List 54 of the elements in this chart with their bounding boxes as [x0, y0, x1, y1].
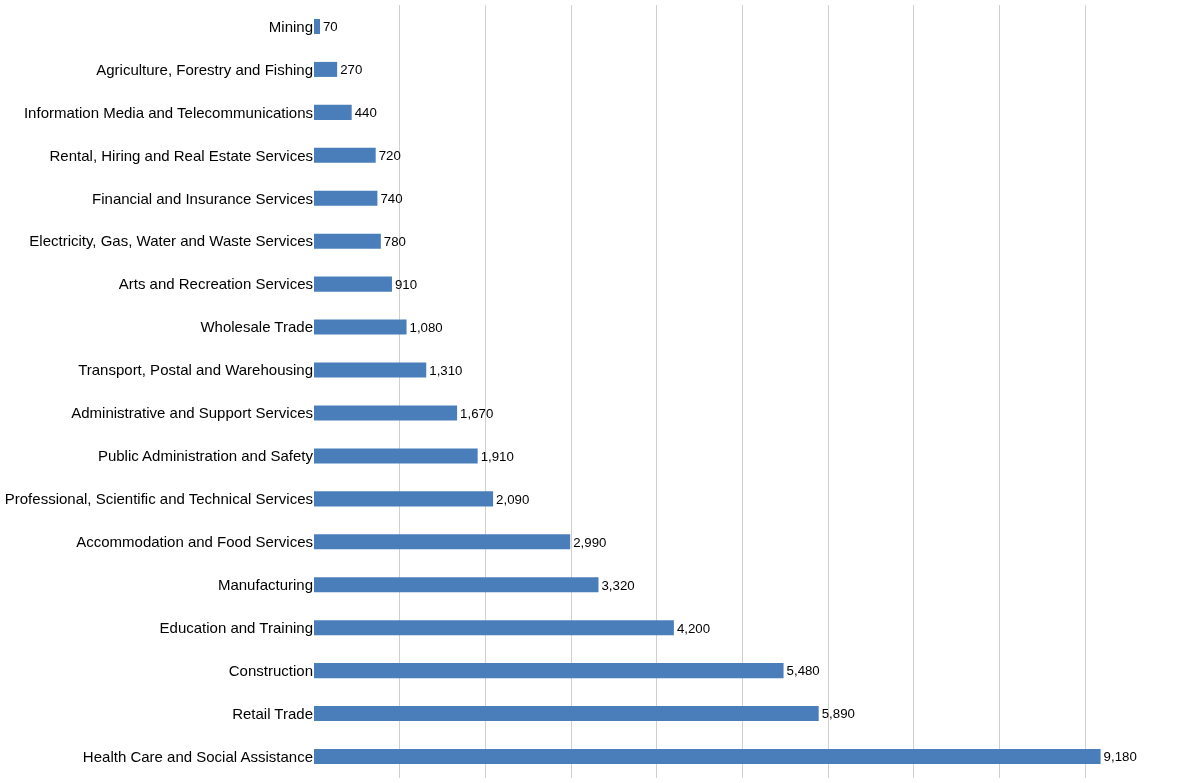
y-tick-label: Manufacturing: [217, 576, 313, 593]
y-tick-label: Professional, Scientific and Technical Services: [4, 490, 313, 508]
y-tick-label: Administrative and Support Services: [71, 404, 313, 422]
data-label: 4,200: [676, 620, 711, 636]
bar: [314, 18, 320, 34]
data-label: 5,890: [821, 706, 855, 722]
data-label: 5,480: [786, 663, 820, 679]
bar: [314, 61, 338, 77]
data-label: 1,670: [460, 405, 494, 421]
y-tick-label: Education and Training: [159, 618, 313, 636]
bar: [314, 706, 819, 722]
bar: [314, 233, 381, 249]
data-label: 740: [380, 191, 403, 207]
y-tick-label: Agriculture, Forestry and Fishing: [96, 60, 313, 78]
bar: [314, 276, 392, 292]
bar: [314, 620, 674, 636]
data-label: 1,910: [480, 448, 514, 464]
bar: [314, 190, 378, 206]
bar: [314, 663, 784, 679]
y-tick-label: Arts and Recreation Services: [118, 275, 313, 293]
data-label: 9,180: [1103, 749, 1137, 765]
y-tick-label: Public Administration and Safety: [97, 447, 314, 465]
bar: [314, 319, 407, 335]
data-label: 910: [394, 277, 418, 292]
data-label: 1,080: [409, 319, 443, 335]
bar: [314, 405, 458, 421]
y-tick-label: Mining: [268, 17, 313, 35]
bar: [314, 491, 494, 507]
y-tick-label: Construction: [228, 661, 313, 679]
data-label: 70: [323, 19, 338, 35]
bar: [314, 362, 427, 378]
data-label: 440: [354, 105, 377, 121]
y-tick-label: Electricity, Gas, Water and Waste Services: [29, 232, 313, 250]
bar: [314, 147, 376, 163]
bar: [314, 749, 1101, 765]
data-label: 780: [383, 234, 406, 250]
y-tick-label: Transport, Postal and Warehousing: [78, 361, 313, 379]
bar: [314, 577, 599, 593]
y-tick-label: Rental, Hiring and Real Estate Services: [49, 146, 313, 164]
y-tick-label: Wholesale Trade: [200, 318, 313, 336]
data-label: 1,310: [429, 362, 463, 378]
y-tick-label: Retail Trade: [232, 704, 313, 722]
data-label: 270: [340, 62, 363, 78]
data-label: 2,090: [496, 491, 530, 507]
data-label: 2,990: [573, 534, 607, 550]
bar: [314, 104, 352, 120]
y-tick-label: Accommodation and Food Services: [76, 533, 313, 551]
y-tick-label: Financial and Insurance Services: [92, 189, 313, 207]
y-tick-label: Information Media and Telecommunications: [23, 103, 313, 121]
bar: [314, 448, 478, 464]
data-label: 720: [378, 148, 401, 164]
bar: [314, 534, 571, 550]
data-label: 3,320: [601, 577, 635, 593]
y-tick-label: Health Care and Social Assistance: [82, 747, 313, 765]
